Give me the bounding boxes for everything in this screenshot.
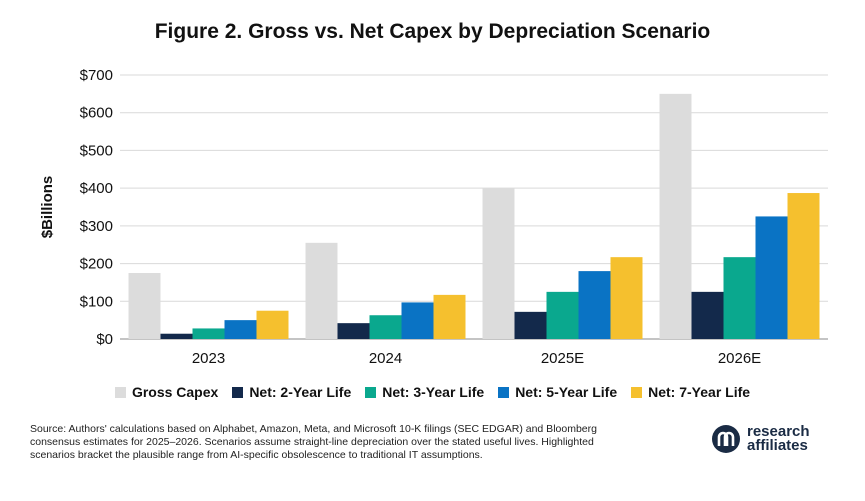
y-tick-label: $700: [80, 67, 113, 84]
bar: [192, 328, 225, 339]
bar: [128, 273, 161, 339]
bar: [755, 216, 788, 339]
bars: [128, 93, 820, 339]
bar: [546, 291, 579, 339]
bar: [433, 294, 466, 339]
y-tick-label: $100: [80, 293, 113, 310]
legend-swatch: [114, 386, 126, 398]
legend-item: Net: 7-Year Life: [631, 384, 750, 400]
bar: [610, 257, 643, 339]
y-tick-label: $200: [80, 256, 113, 273]
legend-label: Net: 2-Year Life: [249, 384, 352, 400]
legend-item: Net: 2-Year Life: [232, 384, 351, 400]
x-tick-label: 2024: [369, 350, 402, 367]
source-note: Source: Authors' calculations based on A…: [30, 423, 597, 461]
bar: [369, 315, 402, 339]
research-affiliates-logo-icon: [712, 425, 740, 453]
bar: [482, 188, 515, 339]
bar: [514, 311, 547, 339]
x-tick-label: 2026E: [718, 350, 761, 367]
bar: [578, 271, 611, 339]
logo: research affiliates: [711, 424, 810, 454]
y-tick-label: $300: [80, 218, 113, 235]
chart-title: Figure 2. Gross vs. Net Capex by Depreci…: [154, 20, 711, 43]
y-tick-label: $400: [80, 180, 113, 197]
legend: Gross Capex Net: 2-Year Life Net: 3-Year L…: [0, 384, 865, 400]
legend-swatch: [631, 386, 643, 398]
legend-swatch: [365, 386, 377, 398]
gridlines: [120, 74, 828, 340]
y-axis: $0 $100 $200 $300 $400 $500 $600 $700: [80, 67, 113, 348]
logo-line-2: affiliates: [747, 437, 808, 454]
legend-swatch: [232, 386, 244, 398]
bar: [337, 323, 370, 339]
y-tick-label: $600: [80, 105, 113, 122]
bar: [691, 291, 724, 339]
legend-label: Net: 7-Year Life: [648, 384, 751, 400]
bar: [256, 310, 289, 339]
bar: [160, 333, 193, 339]
legend-label: Gross Capex: [131, 384, 219, 400]
x-axis: 2023 2024 2025E 2026E: [192, 350, 761, 367]
legend-item: Net: 5-Year Life: [498, 384, 617, 400]
y-axis-label: $Billions: [39, 176, 56, 239]
y-tick-label: $500: [80, 142, 113, 159]
bar: [787, 193, 820, 339]
chart-area: $0$100$200$300$400$500$600$700 2023 2024 2…: [39, 67, 828, 367]
legend-item: Gross Capex: [114, 384, 219, 400]
bar: [723, 257, 756, 339]
x-tick-label: 2023: [192, 350, 225, 367]
bar: [224, 320, 257, 339]
logo-line-1: research: [747, 423, 810, 440]
legend-label: Net: 3-Year Life: [382, 384, 485, 400]
y-tick-label: $0: [96, 331, 113, 348]
legend-swatch: [498, 386, 510, 398]
logo-text: research affiliates: [747, 423, 810, 454]
bar: [659, 93, 692, 339]
bar: [401, 302, 434, 339]
bar: [305, 242, 338, 339]
legend-label: Net: 5-Year Life: [515, 384, 618, 400]
legend-item: Net: 3-Year Life: [365, 384, 484, 400]
x-tick-label: 2025E: [541, 350, 584, 367]
